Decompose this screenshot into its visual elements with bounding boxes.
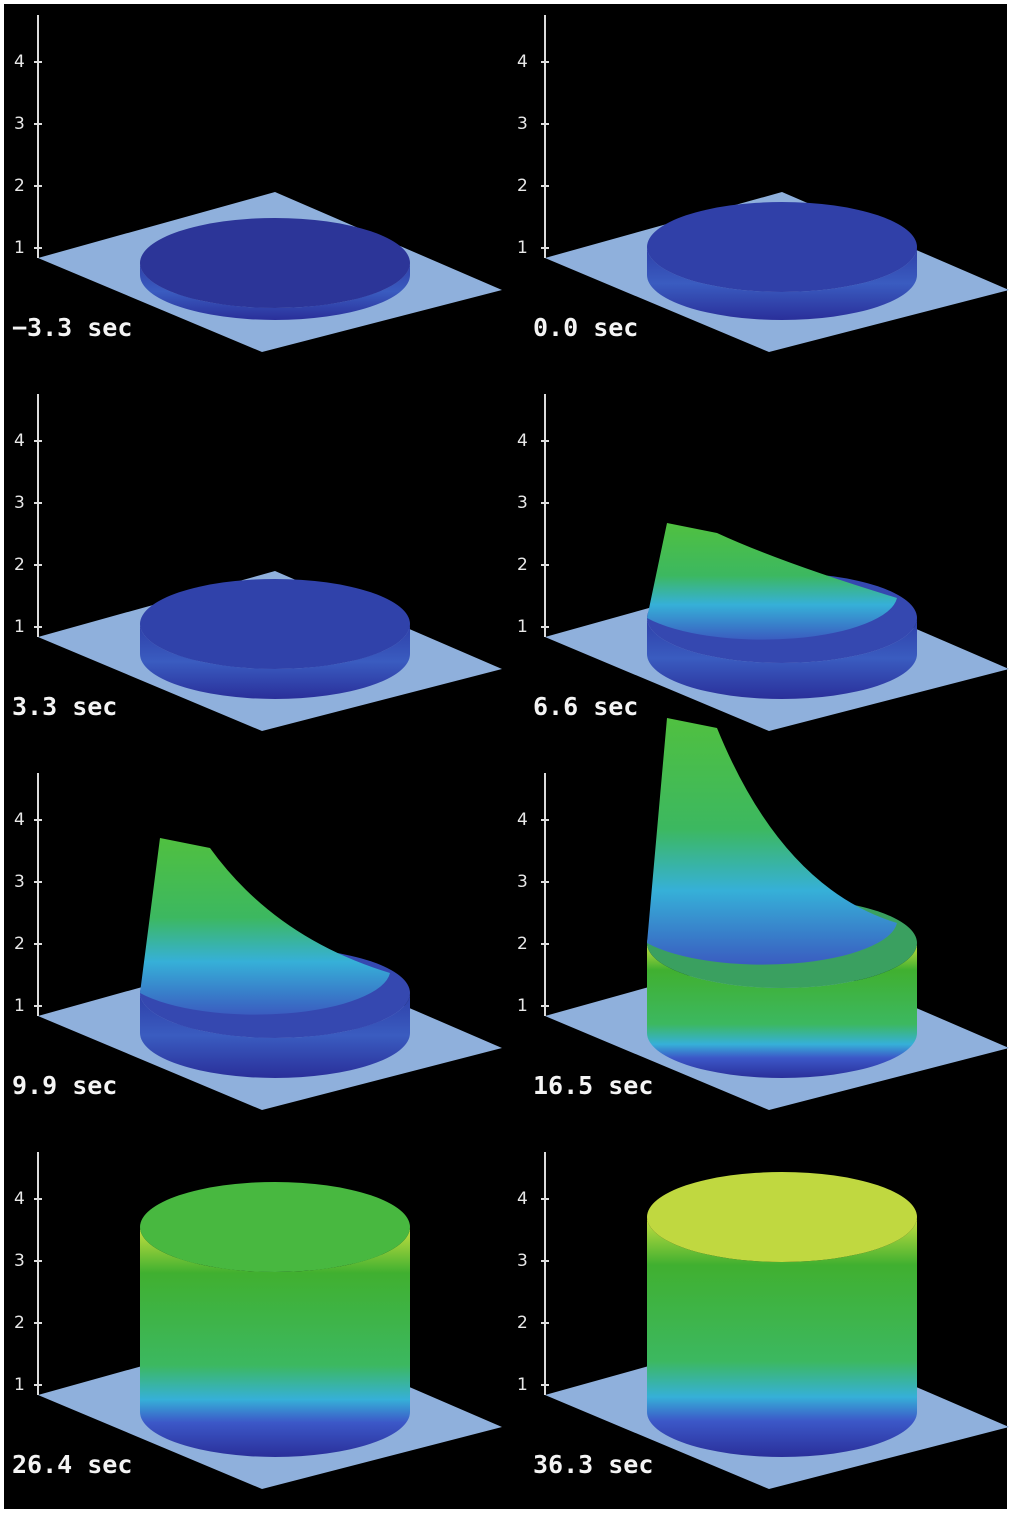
y-tick-label: 1 xyxy=(14,996,25,1016)
panel: 1 2 3 4 9.9 sec xyxy=(12,773,502,1110)
panel: 1 2 3 4 −3.3 sec xyxy=(12,15,502,352)
y-tick-label: 4 xyxy=(517,52,528,72)
panel: 1 2 3 4 36.3 sec xyxy=(517,1152,1009,1489)
time-label: 36.3 sec xyxy=(533,1450,653,1479)
time-label: 26.4 sec xyxy=(12,1450,132,1479)
y-tick-label: 2 xyxy=(14,176,25,196)
y-tick-label: 2 xyxy=(517,176,528,196)
y-tick-label: 3 xyxy=(517,872,528,892)
surface-side xyxy=(140,993,410,1078)
panel: 1 2 3 4 6.6 sec xyxy=(517,394,1009,731)
surface-side xyxy=(647,618,917,699)
y-tick-label: 2 xyxy=(14,1313,25,1333)
time-label: 16.5 sec xyxy=(533,1071,653,1100)
panel: 1 2 3 4 26.4 sec xyxy=(12,1152,502,1489)
y-tick-label: 1 xyxy=(14,617,25,637)
surface-side xyxy=(140,1227,410,1457)
y-tick-label: 3 xyxy=(14,1251,25,1271)
y-tick-label: 1 xyxy=(14,1375,25,1395)
time-label: 9.9 sec xyxy=(12,1071,117,1100)
y-tick-label: 4 xyxy=(517,1189,528,1209)
panel: 1 2 3 4 3.3 sec xyxy=(12,394,502,731)
y-tick-label: 2 xyxy=(14,555,25,575)
y-tick-label: 4 xyxy=(14,810,25,830)
surface-top xyxy=(140,1182,410,1272)
surface-peak xyxy=(647,523,897,640)
time-label: 6.6 sec xyxy=(533,692,638,721)
panel: 1 2 3 4 16.5 sec xyxy=(517,718,1009,1110)
y-tick-label: 4 xyxy=(14,52,25,72)
time-label: 3.3 sec xyxy=(12,692,117,721)
surface-side xyxy=(140,624,410,699)
y-tick-label: 2 xyxy=(517,555,528,575)
y-tick-label: 1 xyxy=(517,1375,528,1395)
surface-side xyxy=(647,943,917,1078)
y-tick-label: 4 xyxy=(517,810,528,830)
y-tick-label: 3 xyxy=(517,114,528,134)
y-tick-label: 3 xyxy=(517,493,528,513)
time-label: 0.0 sec xyxy=(533,313,638,342)
y-tick-label: 3 xyxy=(14,872,25,892)
time-label: −3.3 sec xyxy=(12,313,132,342)
y-tick-label: 3 xyxy=(14,114,25,134)
panel: 1 2 3 4 0.0 sec xyxy=(517,15,1009,352)
y-tick-label: 4 xyxy=(14,431,25,451)
y-tick-label: 3 xyxy=(14,493,25,513)
y-tick-label: 1 xyxy=(517,238,528,258)
y-tick-label: 2 xyxy=(517,1313,528,1333)
y-tick-label: 2 xyxy=(517,934,528,954)
surface-peak xyxy=(140,838,390,1015)
y-tick-label: 1 xyxy=(14,238,25,258)
surface-top xyxy=(647,1172,917,1262)
surface-peak xyxy=(647,718,897,965)
surface-side xyxy=(647,1217,917,1457)
y-tick-label: 2 xyxy=(14,934,25,954)
surface-side xyxy=(140,263,410,320)
surface-top xyxy=(647,202,917,292)
y-tick-label: 4 xyxy=(517,431,528,451)
surface-side xyxy=(647,247,917,320)
y-tick-label: 1 xyxy=(517,617,528,637)
surface-top xyxy=(140,579,410,669)
y-tick-label: 1 xyxy=(517,996,528,1016)
surface-top xyxy=(140,218,410,308)
y-tick-label: 4 xyxy=(14,1189,25,1209)
y-tick-label: 3 xyxy=(517,1251,528,1271)
